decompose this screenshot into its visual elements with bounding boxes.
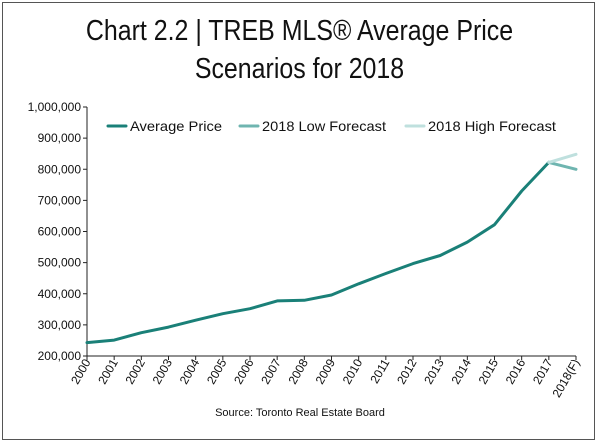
y-tick-label: 800,000 (38, 162, 82, 176)
chart-title-line-2: Scenarios for 2018 (194, 53, 405, 85)
x-tick-label: 2015 (476, 356, 502, 386)
x-tick-label: 2001 (95, 356, 121, 386)
y-tick-label: 1,000,000 (28, 100, 82, 114)
series-line-1 (85, 160, 551, 345)
x-tick-label: 2017 (530, 356, 556, 386)
x-tick-label: 2002 (122, 356, 148, 386)
source-note: Source: Toronto Real Estate Board (215, 407, 385, 419)
x-tick-label: 2012 (394, 356, 420, 386)
chart-title-line-1: Chart 2.2 | TREB MLS® Average Price (85, 15, 514, 47)
x-tick-label: 2011 (367, 356, 392, 386)
y-tick-label: 700,000 (38, 193, 82, 207)
x-tick-label: 2010 (340, 356, 366, 386)
x-tick-label: 2004 (177, 356, 203, 386)
series-line-2 (547, 160, 578, 171)
x-tick-label: 2016 (503, 356, 529, 386)
chart-title: Chart 2.2 | TREB MLS® Average Price Scen… (42, 12, 557, 88)
legend: Average Price 2018 Low Forecast 2018 High … (106, 118, 556, 134)
legend-label-2: 2018 Low Forecast (262, 118, 386, 134)
x-tick-label: 2013 (421, 356, 447, 386)
y-tick-label: 500,000 (38, 256, 82, 270)
x-tick-label: 2009 (313, 356, 339, 386)
y-tick-label: 300,000 (38, 318, 82, 332)
legend-label-1: Average Price (130, 118, 222, 134)
x-tick-label: 2005 (204, 356, 230, 386)
series-lines (85, 152, 578, 345)
y-tick-label: 400,000 (38, 287, 82, 301)
x-tick-label: 2003 (150, 356, 176, 386)
y-tick-label: 200,000 (38, 349, 82, 363)
x-tick-label: 2006 (231, 356, 257, 386)
x-tick-label: 2014 (448, 356, 474, 386)
x-tick-label: 2008 (285, 356, 311, 386)
axes (86, 107, 576, 357)
x-tick-label: 2007 (258, 356, 284, 386)
y-tick-label: 900,000 (38, 131, 82, 145)
legend-label-3: 2018 High Forecast (428, 118, 556, 134)
series-line-3 (547, 152, 578, 164)
x-axis-ticks: 2000 2001 2002 2003 2004 2005 2006 2007 2008 2009… (68, 356, 583, 400)
y-tick-label: 600,000 (38, 225, 82, 239)
y-axis-ticks: 200,000 300,000 400,000 500,000 600,000 700,0… (28, 100, 87, 363)
